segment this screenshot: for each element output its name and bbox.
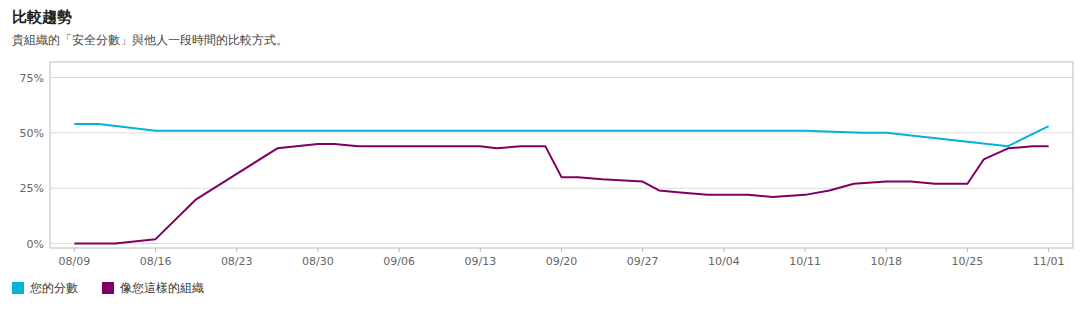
- x-tick: [723, 248, 724, 252]
- y-axis: 0% 25% 50% 75%: [20, 72, 1073, 251]
- x-tick: [967, 248, 968, 252]
- x-tick: [155, 248, 156, 252]
- x-tick: [561, 248, 562, 252]
- chart: 比較趨勢貴組織的「安全分數」與他人一段時間的比較方式。 0% 25% 50% 75% 08…: [0, 0, 1089, 311]
- x-tick-label: 08/23: [221, 255, 253, 268]
- x-tick-label: 10/25: [952, 255, 984, 268]
- x-tick-label: 10/04: [708, 255, 740, 268]
- plot-frame: [50, 62, 1073, 248]
- legend: 您的分數 像您這樣的組織: [12, 281, 204, 295]
- x-tick-label: 10/18: [870, 255, 902, 268]
- legend-label: 您的分數: [29, 281, 78, 295]
- y-tick-label: 25%: [20, 182, 44, 195]
- title: 比較趨勢: [12, 8, 72, 26]
- x-tick-label: 08/09: [59, 255, 91, 268]
- x-tick: [642, 248, 643, 252]
- x-tick: [317, 248, 318, 252]
- x-tick: [480, 248, 481, 252]
- legend-swatch: [102, 282, 114, 294]
- x-tick-label: 11/01: [1033, 255, 1065, 268]
- x-tick-label: 09/13: [464, 255, 496, 268]
- y-tick-label: 75%: [20, 72, 44, 85]
- x-tick-label: 09/27: [627, 255, 659, 268]
- y-tick-label: 0%: [27, 238, 44, 251]
- x-tick: [74, 248, 75, 252]
- x-axis: 08/09 08/16 08/23 08/30 09/06 09/13 09/20 09/27…: [59, 248, 1065, 268]
- y-tick-label: 50%: [20, 127, 44, 140]
- line: [74, 124, 1048, 146]
- x-tick-label: 08/16: [140, 255, 172, 268]
- x-tick-label: 08/30: [302, 255, 334, 268]
- subtitle: 貴組織的「安全分數」與他人一段時間的比較方式。: [12, 33, 288, 47]
- x-tick: [886, 248, 887, 252]
- x-tick-label: 09/20: [546, 255, 578, 268]
- grid-line: [50, 132, 1073, 133]
- x-tick: [399, 248, 400, 252]
- series-group: [74, 124, 1048, 244]
- legend-label: 像您這樣的組織: [120, 281, 204, 295]
- x-tick: [1048, 248, 1049, 252]
- x-tick-label: 09/06: [383, 255, 415, 268]
- x-tick-label: 10/11: [789, 255, 821, 268]
- x-tick: [805, 248, 806, 252]
- grid-line: [50, 77, 1073, 78]
- x-tick: [236, 248, 237, 252]
- legend-swatch: [12, 282, 24, 294]
- line: [74, 144, 1048, 244]
- grid-line: [50, 188, 1073, 189]
- grid-line: [50, 243, 1073, 244]
